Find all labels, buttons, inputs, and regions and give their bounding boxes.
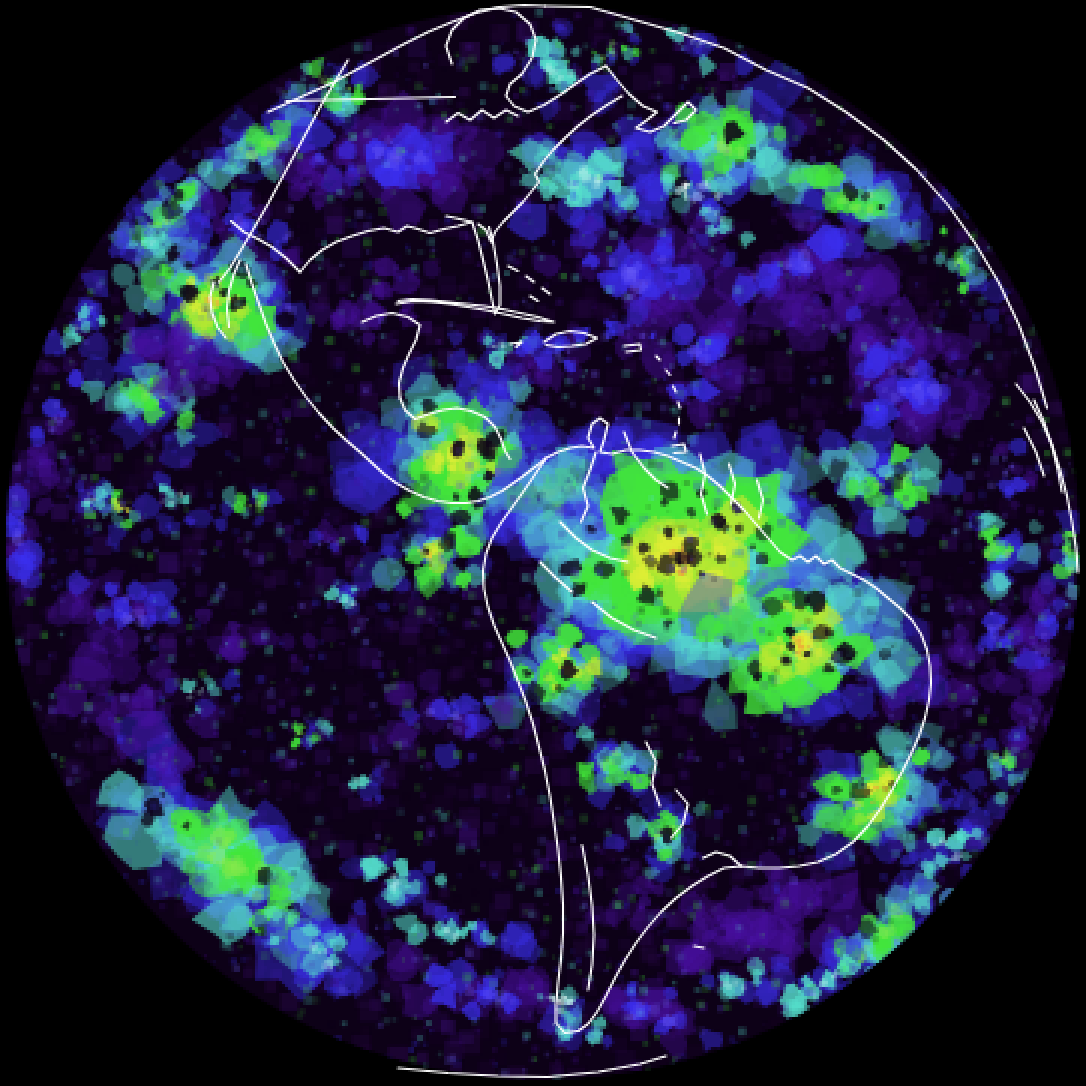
satellite-viewer [0,0,1086,1086]
screen: { "scene": { "description": "Full-disk f… [0,0,1086,1086]
satellite-full-disk-image [0,0,1086,1086]
earth-disk-canvas [0,0,1086,1086]
